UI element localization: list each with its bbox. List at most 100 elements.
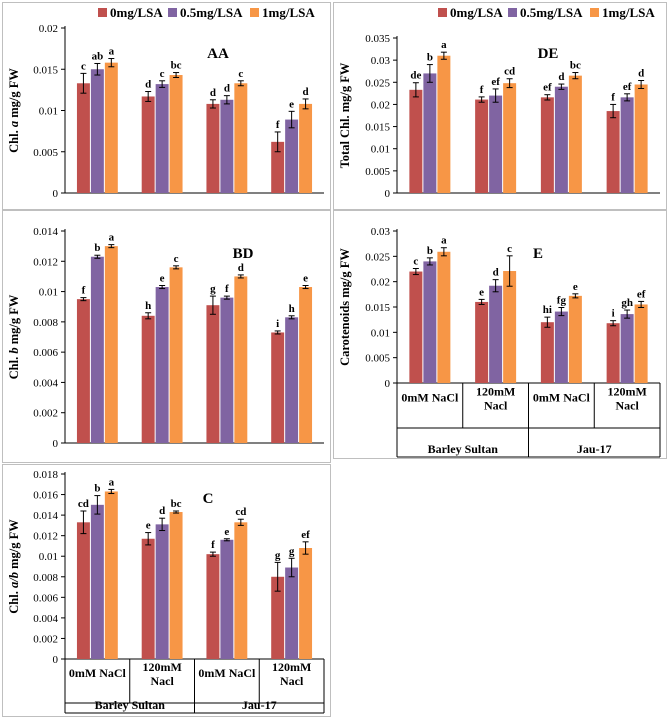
- significance-label: a: [109, 46, 115, 58]
- significance-label: a: [441, 39, 447, 51]
- significance-label: h: [289, 303, 295, 315]
- y-tick-label: 0: [53, 654, 59, 666]
- bar: [634, 304, 648, 383]
- bar: [169, 512, 183, 659]
- bar: [76, 299, 90, 443]
- bar: [423, 73, 437, 193]
- significance-label: g: [210, 283, 216, 295]
- bar: [234, 276, 248, 443]
- y-tick-label: 0.006: [33, 347, 58, 359]
- bar: [271, 576, 285, 659]
- y-tick-label: 0: [385, 378, 391, 390]
- bar: [489, 95, 503, 193]
- significance-label: c: [174, 253, 179, 265]
- significance-label: ab: [92, 50, 104, 62]
- legend: 0mg/LSA 0.5mg/LSA 1mg/LSA: [438, 5, 655, 20]
- y-tick-label: 0.002: [33, 633, 58, 645]
- bar: [475, 301, 489, 383]
- panel-frame: [2, 464, 331, 717]
- cultivar-label: Jau-17: [242, 698, 277, 712]
- bar: [234, 83, 248, 193]
- bar: [606, 323, 620, 383]
- significance-label: a: [441, 235, 447, 247]
- chart-panel-de: 0 0.005 0.01 0.015 0.02 0.025 0.03 0.035 Total C…: [338, 5, 660, 200]
- cultivar-label: Barley Sultan: [428, 442, 499, 456]
- bar: [141, 96, 155, 193]
- significance-label: b: [94, 483, 100, 495]
- panel-frame: [333, 210, 667, 459]
- bar: [206, 103, 220, 193]
- bar: [299, 287, 313, 443]
- legend-swatch: [590, 8, 599, 17]
- y-tick-label: 0.025: [365, 251, 390, 263]
- bar: [76, 522, 90, 659]
- bar: [234, 522, 248, 659]
- bar: [155, 84, 169, 193]
- cultivar-label: Barley Sultan: [95, 698, 166, 712]
- significance-label: ef: [491, 76, 500, 88]
- legend-label: 0.5mg/LSA: [520, 5, 583, 20]
- significance-label: c: [413, 255, 418, 267]
- treatment-label: 0mM NaCl: [533, 391, 591, 405]
- panel-title: DE: [538, 46, 559, 62]
- x-axis-categories: 0mM NaCl 120mM Nacl 0mM NaCl 120mM Nacl Barley…: [64, 659, 325, 714]
- significance-label: cd: [504, 66, 515, 78]
- y-tick-label: 0.01: [371, 144, 390, 156]
- bar: [206, 305, 220, 443]
- bar: [409, 271, 423, 383]
- chart-panel-bd: 0 0.002 0.004 0.006 0.008 0.01 0.012 0.014 Chl. …: [7, 226, 324, 450]
- legend-swatch: [438, 8, 447, 17]
- y-tick-label: 0.008: [33, 572, 58, 584]
- bar: [620, 97, 634, 193]
- y-tick-label: 0.016: [33, 490, 58, 502]
- significance-label: d: [638, 68, 644, 80]
- significance-label: e: [573, 281, 578, 293]
- panel-title: E: [533, 246, 543, 262]
- y-tick-label: 0.015: [365, 122, 390, 134]
- bar: [90, 256, 104, 443]
- panel-frame: [2, 2, 331, 210]
- panel-frame: [2, 210, 331, 463]
- significance-label: ef: [301, 529, 310, 541]
- bar: [540, 97, 554, 193]
- bar: [169, 267, 183, 443]
- y-tick-label: 0.01: [39, 287, 58, 299]
- legend-label: 1mg/LSA: [602, 5, 655, 20]
- y-tick-label: 0.035: [365, 33, 390, 45]
- significance-label: hi: [543, 304, 552, 316]
- significance-label: fg: [557, 295, 567, 307]
- bar: [285, 317, 299, 443]
- cultivar-label: Jau-17: [577, 442, 612, 456]
- y-tick-label: 0.02: [39, 23, 58, 35]
- bar: [155, 524, 169, 659]
- y-tick-label: 0.03: [371, 226, 391, 238]
- significance-label: e: [289, 98, 294, 110]
- significance-label: g: [275, 549, 281, 561]
- y-tick-label: 0.005: [33, 147, 58, 159]
- bar: [423, 261, 437, 383]
- y-tick-label: 0.012: [33, 256, 58, 268]
- treatment-label: 120mM Nacl: [272, 660, 311, 688]
- significance-label: e: [160, 273, 165, 285]
- bar: [620, 314, 634, 383]
- y-tick-label: 0.02: [371, 277, 390, 289]
- y-tick-label: 0.015: [33, 64, 58, 76]
- y-axis-label: Chl. a/b mg/g FW: [7, 519, 21, 614]
- y-tick-label: 0.012: [33, 531, 58, 543]
- bar: [437, 251, 451, 383]
- significance-label: b: [94, 242, 100, 254]
- y-tick-label: 0.01: [371, 327, 390, 339]
- significance-label: d: [145, 79, 151, 91]
- bar: [299, 548, 313, 659]
- bar: [90, 69, 104, 193]
- y-tick-label: 0.004: [33, 377, 58, 389]
- y-tick-label: 0.018: [33, 469, 58, 481]
- treatment-label: 0mM NaCl: [401, 391, 459, 405]
- legend-swatch: [168, 8, 177, 17]
- y-tick-label: 0.01: [39, 551, 58, 563]
- bar: [271, 332, 285, 443]
- significance-label: d: [558, 71, 564, 83]
- bar: [155, 287, 169, 443]
- y-tick-label: 0.03: [371, 55, 391, 67]
- significance-label: a: [109, 476, 115, 488]
